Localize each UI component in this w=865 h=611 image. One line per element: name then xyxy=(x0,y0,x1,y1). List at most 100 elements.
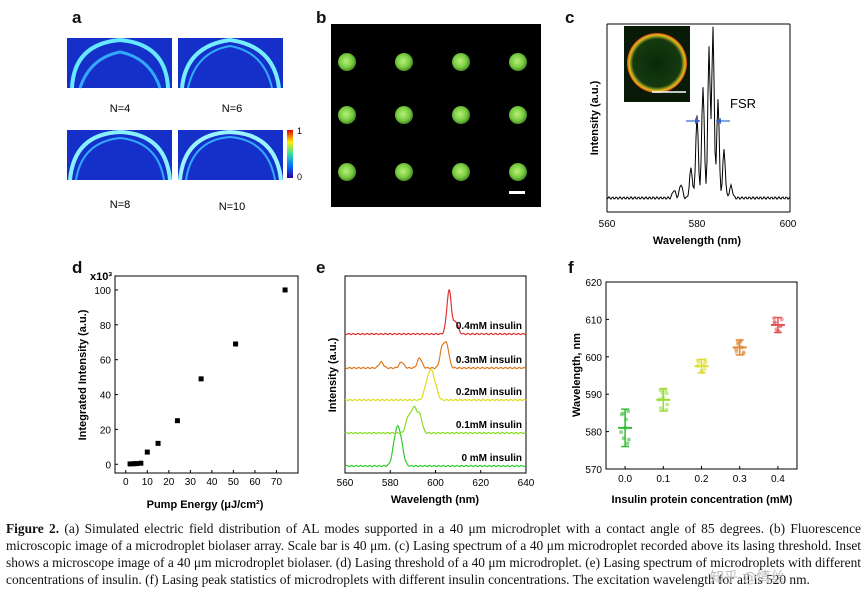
f-sample-dot xyxy=(703,360,708,365)
panel-letter-b: b xyxy=(316,8,327,27)
d-ylabel: Integrated Intensity (a.u.) xyxy=(77,309,89,440)
c-xtick-560: 560 xyxy=(599,219,616,230)
e-series-label: 0 mM insulin xyxy=(461,453,522,464)
f-ytick-label: 590 xyxy=(585,390,602,401)
inset-microdroplet xyxy=(624,26,690,102)
d-point xyxy=(233,341,239,347)
f-xtick-label: 0.4 xyxy=(771,474,785,485)
d-point xyxy=(155,440,161,446)
f-ytick-label: 610 xyxy=(585,315,602,326)
droplet-1-0 xyxy=(338,106,356,124)
e-xtick-label: 620 xyxy=(472,478,489,489)
f-ytick-label: 570 xyxy=(585,465,602,476)
d-point xyxy=(144,449,150,455)
c-xtick-600: 600 xyxy=(780,219,797,230)
d-point xyxy=(130,461,136,467)
f-sample-dot xyxy=(619,430,624,435)
droplet-0-0 xyxy=(338,53,356,71)
d-ytick-label: 20 xyxy=(100,425,112,436)
e-xlabel: Wavelength (nm) xyxy=(391,494,480,506)
panel-d-threshold: 0 10 20 30 40 50 60 70 0 20 40 60 80 100 x10³ Pump En… xyxy=(77,271,299,511)
droplet-2-3 xyxy=(509,163,527,181)
colorbar xyxy=(287,130,293,178)
e-xtick-label: 640 xyxy=(518,478,535,489)
f-xtick-label: 0.1 xyxy=(656,474,670,485)
fsr-label: FSR xyxy=(730,96,756,111)
d-xtick-label: 60 xyxy=(249,477,261,488)
f-xtick-label: 0.2 xyxy=(695,474,709,485)
e-series-label: 0.4mM insulin xyxy=(456,321,522,332)
d-point xyxy=(174,418,180,424)
field-map-n6 xyxy=(178,37,283,89)
d-xtick-label: 70 xyxy=(271,477,283,488)
field-map-n10 xyxy=(178,129,283,181)
d-xtick-label: 20 xyxy=(163,477,175,488)
d-xtick-label: 40 xyxy=(206,477,218,488)
d-ytick-label: 0 xyxy=(105,460,111,471)
f-sample-dot xyxy=(626,437,631,442)
panel-e-insulin-spectra: 560 580 600 620 640 0 mM insulin 0.1mM insulin… xyxy=(327,275,535,506)
colorbar-min: 0 xyxy=(297,172,302,182)
panel-letter-a: a xyxy=(72,8,82,27)
d-point xyxy=(134,461,140,467)
panel-letter-f: f xyxy=(568,258,574,277)
droplet-1-2 xyxy=(452,106,470,124)
f-ytick-label: 600 xyxy=(585,353,602,364)
e-xtick-label: 580 xyxy=(382,478,399,489)
label-n8: N=8 xyxy=(110,199,131,211)
colorbar-max: 1 xyxy=(297,126,302,136)
d-xtick-label: 30 xyxy=(185,477,197,488)
d-ytick-label: 80 xyxy=(100,321,112,332)
panel-letter-e: e xyxy=(316,258,326,277)
d-xlabel: Pump Energy (μJ/cm²) xyxy=(147,499,264,511)
d-point xyxy=(198,376,204,382)
panel-letter-d: d xyxy=(72,258,83,277)
f-xlabel: Insulin protein concentration (mM) xyxy=(612,494,793,506)
e-xtick-label: 560 xyxy=(337,478,354,489)
f-sample-dot xyxy=(702,366,707,371)
e-ylabel: Intensity (a.u.) xyxy=(327,337,339,412)
panel-a-field-maps: 1 0 N=4 N=6 N=8 N=10 xyxy=(67,37,302,213)
d-ytick-label: 100 xyxy=(94,286,111,297)
d-multiplier: x10³ xyxy=(90,271,112,283)
c-ylabel: Intensity (a.u.) xyxy=(589,80,601,155)
lasing-spectrum-line xyxy=(606,26,791,201)
panel-c-spectrum: FSR 560 580 600 Wavelength (nm) Intensit… xyxy=(589,23,797,247)
d-xtick-label: 50 xyxy=(228,477,240,488)
e-xtick-label: 600 xyxy=(427,478,444,489)
panel-f-peak-statistics: 0.0 0.1 0.2 0.3 0.4 570 580 590 600 610 620 Insuli… xyxy=(571,278,798,506)
d-point xyxy=(127,461,133,467)
e-series-line xyxy=(344,340,527,370)
f-xtick-label: 0.0 xyxy=(618,474,632,485)
d-ytick-label: 60 xyxy=(100,356,112,367)
d-ytick-label: 40 xyxy=(100,391,112,402)
e-series-label: 0.1mM insulin xyxy=(456,420,522,431)
e-series-line xyxy=(344,424,527,468)
f-ylabel: Wavelength, nm xyxy=(571,333,583,417)
label-n4: N=4 xyxy=(110,103,131,115)
f-sample-dot xyxy=(658,406,663,411)
figure-caption: Figure 2. (a) Simulated electric field d… xyxy=(6,520,861,588)
droplet-1-3 xyxy=(509,106,527,124)
watermark: 知乎 @情丝 xyxy=(710,570,785,586)
scale-bar xyxy=(509,191,525,194)
e-series-line xyxy=(344,368,527,402)
c-xtick-580: 580 xyxy=(689,219,706,230)
label-n6: N=6 xyxy=(222,103,243,115)
field-map-n4 xyxy=(67,37,172,89)
f-sample-dot xyxy=(779,317,784,322)
c-xlabel: Wavelength (nm) xyxy=(653,235,742,247)
droplet-2-2 xyxy=(452,163,470,181)
panel-letter-c: c xyxy=(565,8,575,27)
droplet-0-1 xyxy=(395,53,413,71)
f-sample-dot xyxy=(626,409,631,414)
f-sample-dot xyxy=(625,441,630,446)
d-point xyxy=(282,287,288,293)
d-point xyxy=(138,460,144,466)
droplet-2-1 xyxy=(395,163,413,181)
label-n10: N=10 xyxy=(219,201,246,213)
e-series-label: 0.2mM insulin xyxy=(456,387,522,398)
f-sample-dot xyxy=(696,360,701,365)
f-ytick-label: 620 xyxy=(585,278,602,289)
d-xtick-label: 0 xyxy=(123,477,129,488)
